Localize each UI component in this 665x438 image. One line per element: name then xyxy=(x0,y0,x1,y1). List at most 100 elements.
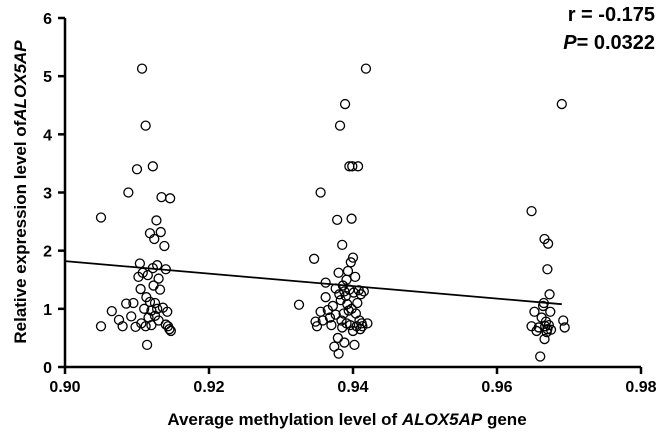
data-point xyxy=(320,292,331,303)
x-tick-label: 0.96 xyxy=(481,379,512,396)
data-point xyxy=(543,319,554,331)
data-point xyxy=(131,164,143,175)
y-tick-label: 3 xyxy=(43,186,52,203)
data-point xyxy=(147,161,158,172)
y-tick-label: 4 xyxy=(43,127,52,144)
data-point xyxy=(343,305,354,316)
data-point xyxy=(339,98,351,110)
y-ticks: 0 1 2 3 4 5 6 xyxy=(43,11,65,377)
y-tick-label: 1 xyxy=(43,302,52,319)
y-tick-label: 0 xyxy=(43,360,52,377)
data-point xyxy=(336,315,347,326)
data-point xyxy=(117,321,128,332)
data-point xyxy=(544,289,555,300)
data-point xyxy=(162,306,173,317)
data-point xyxy=(540,316,552,327)
data-point xyxy=(142,269,153,281)
data-point xyxy=(123,187,134,198)
data-point xyxy=(348,287,359,298)
y-tick-label: 6 xyxy=(43,11,52,28)
data-point xyxy=(317,315,328,326)
data-point xyxy=(529,306,540,317)
data-point xyxy=(542,264,553,275)
data-point xyxy=(152,303,163,314)
data-point xyxy=(164,193,176,204)
data-point xyxy=(315,187,326,198)
data-point xyxy=(141,339,153,351)
data-point xyxy=(350,271,361,282)
data-point xyxy=(139,303,150,314)
data-point xyxy=(352,297,363,309)
data-point xyxy=(95,212,107,223)
data-point xyxy=(333,267,344,278)
data-point xyxy=(345,257,356,268)
data-point xyxy=(355,289,367,300)
x-tick-label: 0.94 xyxy=(337,379,368,396)
data-point xyxy=(128,297,139,309)
data-point xyxy=(159,240,170,252)
data-point xyxy=(165,325,176,337)
p-value: P= 0.0322 xyxy=(563,32,655,55)
data-point xyxy=(293,299,305,310)
data-point xyxy=(558,315,569,326)
data-point xyxy=(326,319,337,331)
data-point xyxy=(153,273,164,284)
data-point xyxy=(149,297,161,309)
data-point xyxy=(539,333,550,345)
data-point xyxy=(311,321,323,332)
data-point xyxy=(347,161,358,172)
data-point xyxy=(355,324,366,335)
data-point xyxy=(526,205,537,217)
data-point xyxy=(337,239,348,251)
data-point xyxy=(338,308,349,319)
data-point xyxy=(330,309,341,320)
data-point xyxy=(164,324,175,335)
data-point xyxy=(324,312,336,323)
data-point xyxy=(121,298,132,309)
data-point xyxy=(106,306,117,317)
data-point xyxy=(559,322,570,333)
data-point xyxy=(154,284,166,295)
data-point xyxy=(149,233,160,245)
data-point xyxy=(535,351,546,362)
data-point xyxy=(347,252,359,263)
data-point xyxy=(545,306,556,317)
p-value-symbol: P xyxy=(563,32,577,54)
data-point xyxy=(308,253,320,264)
data-point xyxy=(346,213,357,224)
x-tick-label: 0.92 xyxy=(193,379,224,396)
data-point xyxy=(545,324,557,335)
data-point xyxy=(556,98,567,110)
data-point xyxy=(332,214,343,225)
data-point xyxy=(334,289,345,300)
data-point xyxy=(95,321,107,332)
x-ticks: 0.90 0.92 0.94 0.96 0.98 xyxy=(49,367,657,396)
data-point xyxy=(352,161,364,172)
data-point xyxy=(542,238,554,249)
regression-line xyxy=(64,260,562,306)
data-point xyxy=(136,63,148,74)
data-point xyxy=(146,319,157,331)
y-tick-label: 5 xyxy=(43,69,52,86)
data-point xyxy=(130,321,141,333)
y-tick-label: 2 xyxy=(43,244,52,261)
data-point xyxy=(360,63,372,74)
data-points xyxy=(95,63,570,362)
data-point xyxy=(334,120,346,131)
y-axis-title: Relative expression level ofALOX5AP xyxy=(11,40,30,344)
data-point xyxy=(135,283,146,295)
data-point xyxy=(339,337,350,348)
data-point xyxy=(156,192,167,203)
x-tick-label: 0.98 xyxy=(625,379,656,396)
p-value-number: = 0.0322 xyxy=(576,32,655,54)
data-point xyxy=(351,321,362,332)
x-tick-label: 0.90 xyxy=(49,379,80,396)
data-point xyxy=(362,318,373,329)
data-point xyxy=(349,339,360,351)
data-point xyxy=(126,311,137,322)
data-point xyxy=(333,348,344,359)
data-point xyxy=(155,226,166,238)
data-point xyxy=(151,215,162,226)
x-axis-title: Average methylation level of ALOX5AP gen… xyxy=(167,410,526,429)
